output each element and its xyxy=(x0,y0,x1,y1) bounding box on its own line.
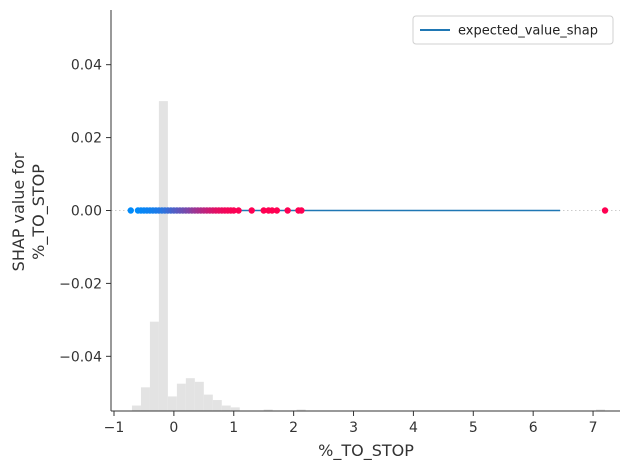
x-tick-label-4: 3 xyxy=(349,420,358,436)
histogram-bar-13 xyxy=(296,409,306,411)
data-point-40 xyxy=(284,207,291,214)
x-tick-label-2: 1 xyxy=(229,420,238,436)
histogram-bar-1 xyxy=(140,387,150,411)
y-axis-title-line-2: %_TO_STOP xyxy=(29,164,49,260)
data-point-39 xyxy=(273,207,281,214)
histogram-bar-7 xyxy=(194,381,204,411)
histogram-bar-10 xyxy=(221,405,231,411)
histogram-bar-9 xyxy=(212,400,222,411)
histogram-bar-5 xyxy=(176,383,186,411)
histogram-bar-14 xyxy=(596,409,606,411)
histogram-bar-0 xyxy=(131,405,141,411)
y-axis-ticks: −0.04 −0.02 0.00 0.02 0.04 xyxy=(59,58,111,365)
y-tick-label-4: 0.04 xyxy=(71,58,102,74)
y-axis-title: SHAP value for %_TO_STOP xyxy=(9,152,49,271)
x-tick-label-8: 7 xyxy=(589,420,598,436)
y-tick-label-0: −0.04 xyxy=(59,349,102,365)
data-point-0 xyxy=(127,207,134,214)
data-point-36 xyxy=(260,207,267,214)
data-point-38 xyxy=(268,207,276,214)
y-tick-label-2: 0.00 xyxy=(71,204,102,220)
x-tick-label-3: 2 xyxy=(289,420,298,436)
y-axis-title-line-1: SHAP value for xyxy=(9,152,28,271)
histogram-bar-6 xyxy=(185,378,195,411)
x-tick-label-0: −1 xyxy=(104,420,125,436)
legend: expected_value_shap xyxy=(412,15,614,45)
histogram-bar-11 xyxy=(230,407,240,411)
data-point-34 xyxy=(235,207,242,214)
legend-box xyxy=(412,15,614,45)
legend-label-expected-value: expected_value_shap xyxy=(458,24,598,39)
histogram-bar-3 xyxy=(158,101,168,412)
histogram-bar-4 xyxy=(167,396,177,411)
histogram-bar-12 xyxy=(263,409,273,411)
x-tick-label-5: 4 xyxy=(409,420,418,436)
y-tick-label-3: 0.02 xyxy=(71,131,102,147)
x-axis-title: %_TO_STOP xyxy=(318,441,414,461)
y-tick-label-1: −0.02 xyxy=(59,276,102,292)
data-point-33 xyxy=(230,207,237,214)
histogram xyxy=(131,101,606,412)
histogram-bar-2 xyxy=(149,321,159,411)
scatter-points xyxy=(127,207,609,214)
x-axis-ticks: −1 0 1 2 3 4 5 6 7 xyxy=(104,411,598,436)
data-point-43 xyxy=(601,207,609,214)
data-point-35 xyxy=(248,207,255,214)
x-tick-label-1: 0 xyxy=(169,420,178,436)
x-tick-label-6: 5 xyxy=(469,420,478,436)
x-tick-label-7: 6 xyxy=(529,420,538,436)
histogram-bar-8 xyxy=(203,394,213,411)
data-point-42 xyxy=(298,207,305,214)
